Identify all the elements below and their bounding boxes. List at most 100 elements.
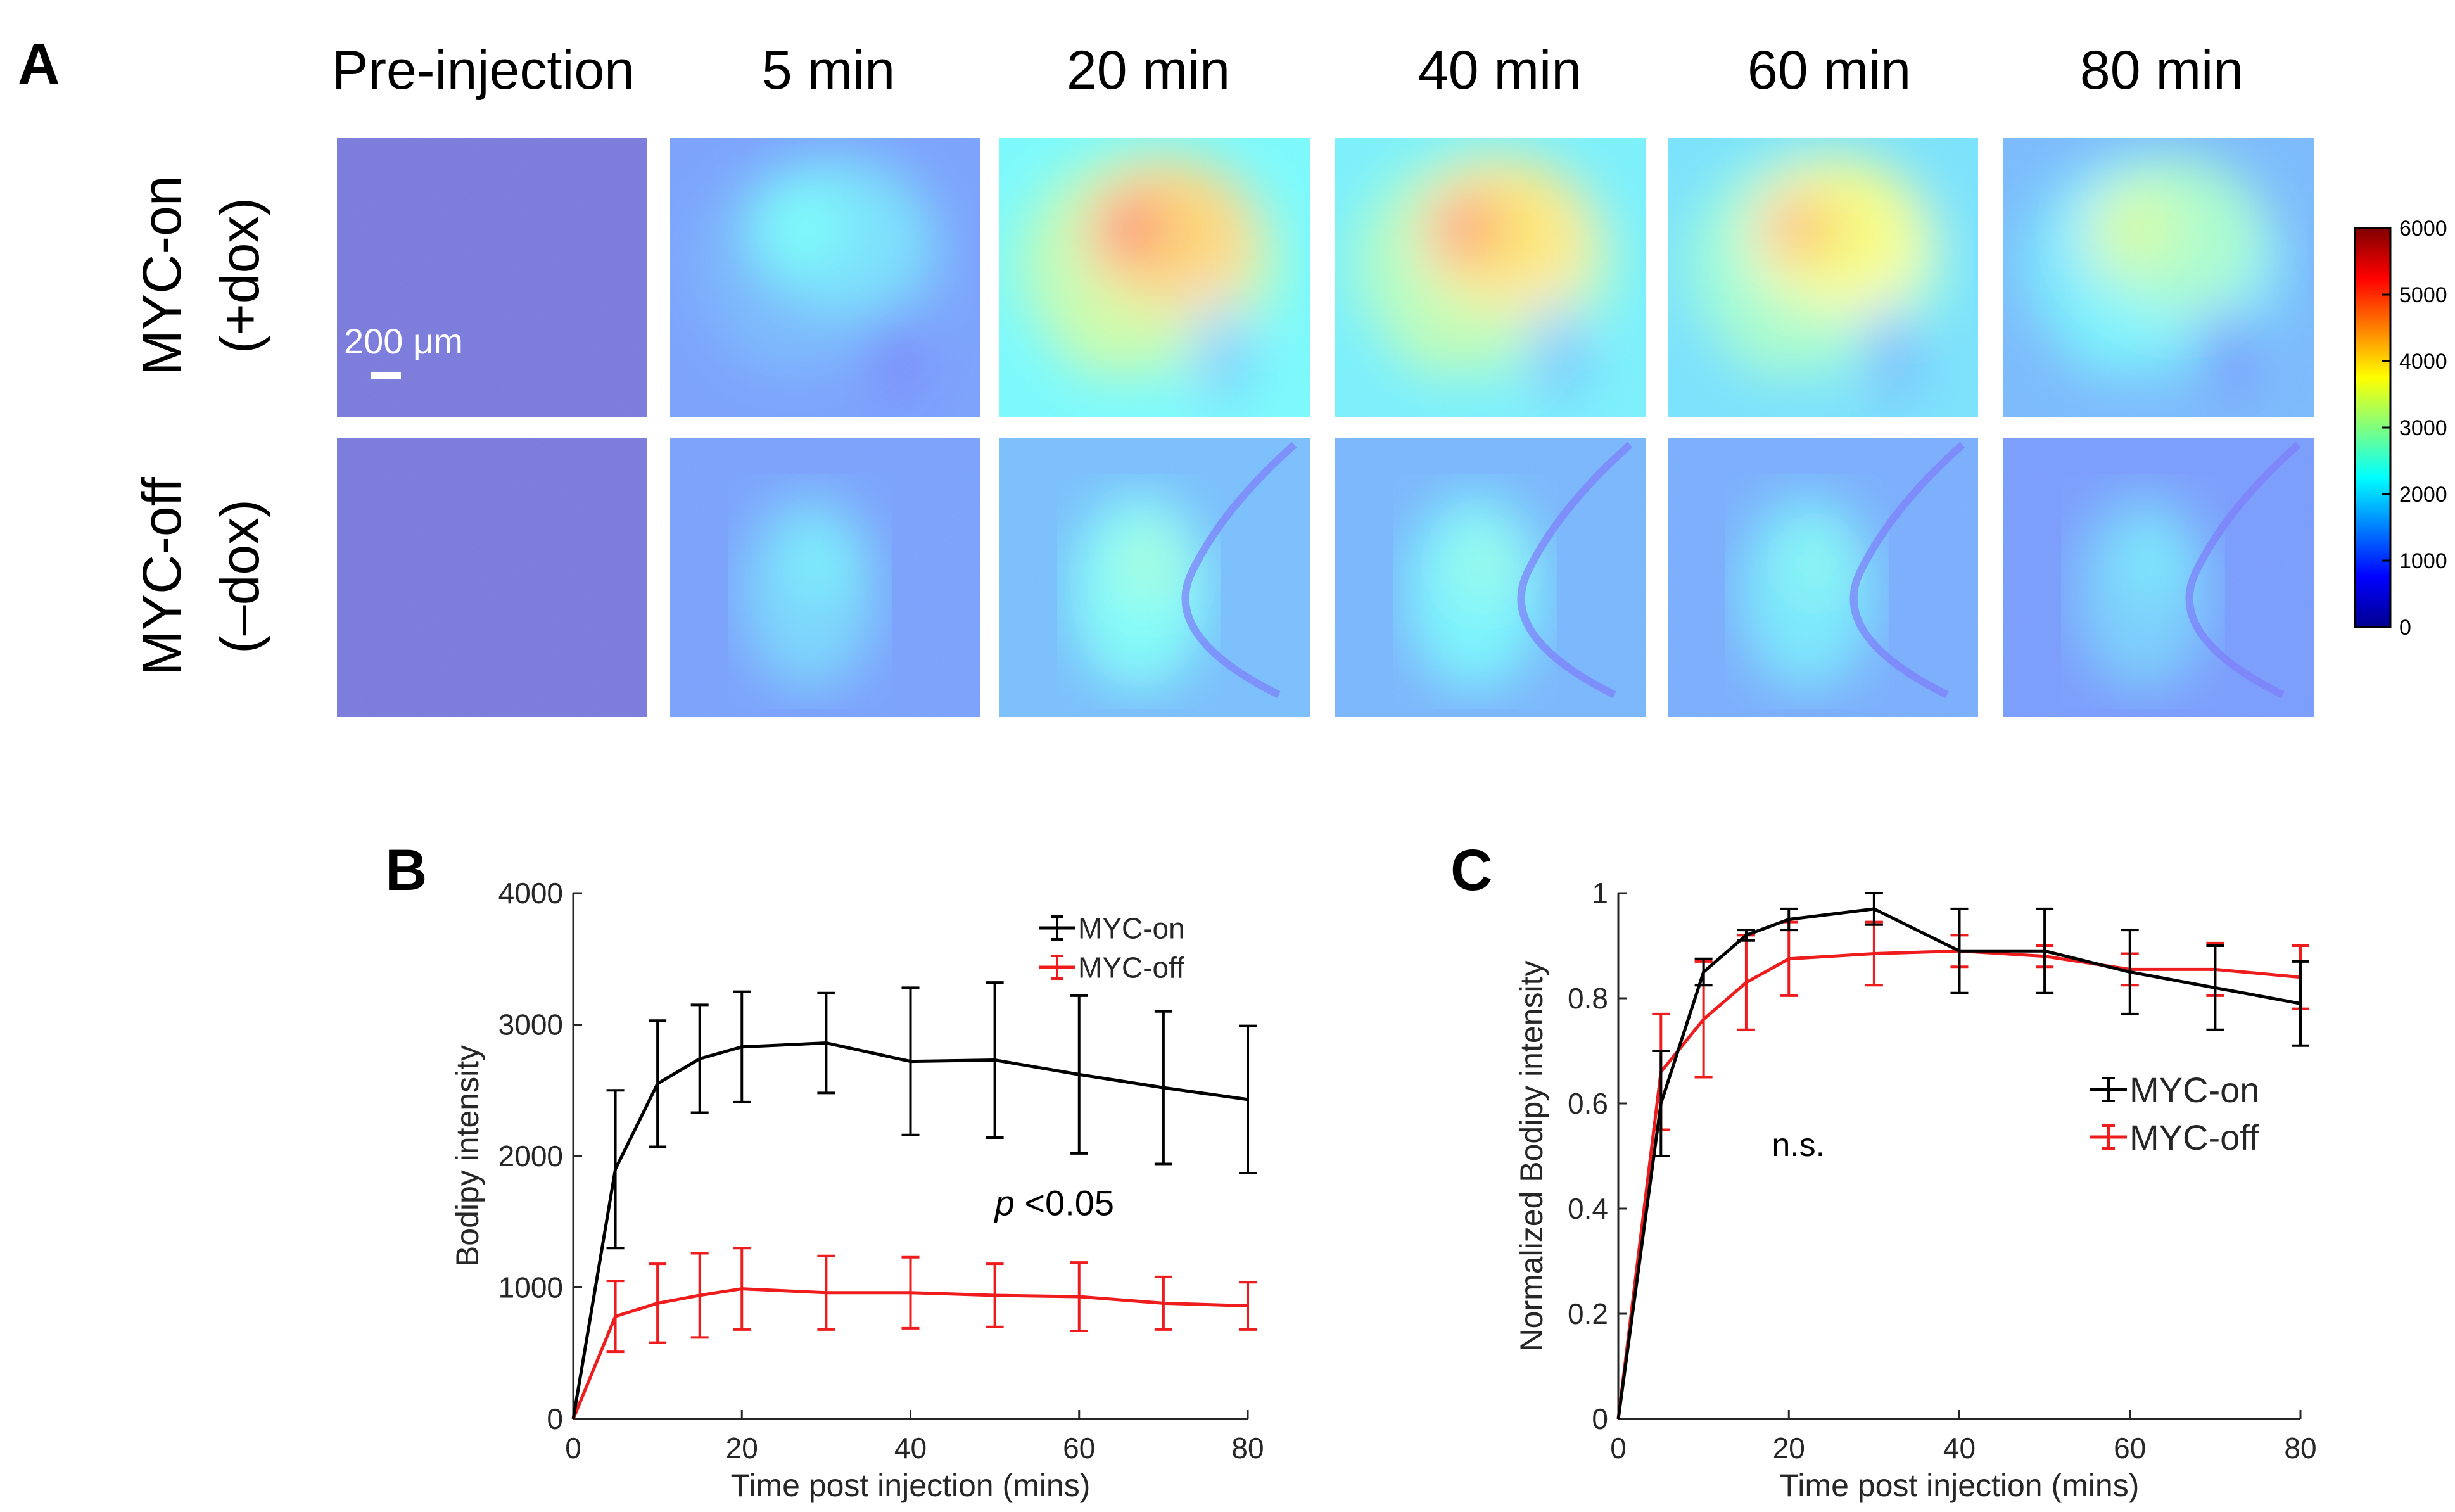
x-tick-label: 40 xyxy=(894,1432,927,1464)
image-tile-r1-c0 xyxy=(337,438,647,717)
image-tile-r0-c4 xyxy=(1668,138,1978,417)
error-bar xyxy=(1780,907,1798,932)
x-tick-label: 60 xyxy=(2114,1432,2146,1464)
image-tile-r0-c3 xyxy=(1335,138,1646,417)
panel-a-letter: A xyxy=(18,32,60,96)
panel-c-chart: C 0 20 40 60 80 0 0.2 0.4 0.6 0.8 1 Time post injec… xyxy=(1450,838,2317,1503)
error-bar xyxy=(1865,892,1883,926)
colorbar-tick-label: 0 xyxy=(2399,616,2411,640)
y-tick-label: 1000 xyxy=(498,1271,563,1304)
image-tile-r0-c0 xyxy=(337,138,647,417)
image-tile-r0-c5 xyxy=(2003,138,2314,417)
y-tick-label: 0.6 xyxy=(1568,1087,1608,1120)
error-bar xyxy=(1154,1010,1172,1166)
x-tick-label: 80 xyxy=(2284,1432,2316,1464)
error-bar xyxy=(606,1280,625,1354)
image-tile-noise xyxy=(1335,438,1646,717)
image-tile-noise xyxy=(999,438,1310,717)
x-axis-label: Time post injection (mins) xyxy=(731,1468,1091,1503)
image-tile-noise xyxy=(999,138,1310,417)
error-bar xyxy=(817,1254,835,1331)
significance-annotation: n.s. xyxy=(1772,1127,1825,1164)
legend: MYC-on MYC-off xyxy=(1039,912,1185,984)
image-tile-noise xyxy=(1668,138,1978,417)
image-tile-r1-c1 xyxy=(670,438,980,717)
error-bar xyxy=(690,1003,709,1114)
image-tile-r1-c4 xyxy=(1668,438,1978,717)
image-tile-noise xyxy=(2003,138,2314,417)
image-tile-noise xyxy=(670,138,980,417)
image-tile-noise xyxy=(2003,438,2314,717)
image-tile-r0-c1 xyxy=(670,138,980,417)
image-tile-r1-c2 xyxy=(999,438,1310,717)
y-tick-label: 0.4 xyxy=(1568,1192,1608,1225)
error-bar xyxy=(1070,994,1088,1155)
image-tile-r0-c2 xyxy=(999,138,1310,417)
error-bar xyxy=(1737,929,1755,942)
scale-bar-label: 200 μm xyxy=(344,321,463,361)
panel-c-letter: C xyxy=(1450,838,1492,903)
error-bar xyxy=(817,991,835,1095)
column-label-20-min: 20 min xyxy=(1067,40,1230,101)
x-tick-label: 0 xyxy=(565,1432,581,1464)
x-tick-label: 80 xyxy=(1231,1432,1264,1464)
legend-label: MYC-off xyxy=(1078,951,1184,984)
colorbar-ticks: 0 1000 2000 3000 4000 5000 6000 xyxy=(2382,217,2447,640)
error-bar xyxy=(986,1262,1004,1328)
column-label-40-min: 40 min xyxy=(1418,40,1582,101)
series-myc-on xyxy=(571,981,1257,1420)
image-tile-noise xyxy=(337,138,647,417)
row-label-myc-on-line2: (+dox) xyxy=(210,198,270,353)
x-tick-label: 20 xyxy=(726,1432,758,1464)
error-bar xyxy=(1950,907,1969,994)
x-axis-label: Time post injection (mins) xyxy=(1780,1468,2140,1503)
x-tick-label: 40 xyxy=(1943,1432,1976,1464)
error-bar xyxy=(1652,1050,1670,1157)
error-bar xyxy=(649,1262,667,1344)
error-bar xyxy=(2121,929,2139,1015)
column-label-5-min: 5 min xyxy=(762,40,895,101)
error-bar xyxy=(1070,1261,1088,1332)
legend-label: MYC-on xyxy=(1078,912,1185,945)
error-bar xyxy=(2036,907,2054,994)
image-tile-noise xyxy=(1335,138,1646,417)
y-tick-label: 4000 xyxy=(498,877,563,910)
y-tick-label: 0.8 xyxy=(1568,982,1608,1015)
colorbar-tick-label: 3000 xyxy=(2399,416,2447,440)
image-tile-r1-c3 xyxy=(1335,438,1646,717)
colorbar-tick-label: 4000 xyxy=(2399,350,2447,374)
row-label-myc-off-line1: MYC-off xyxy=(132,476,193,676)
y-axis-label: Bodipy intensity xyxy=(450,1045,485,1267)
series-myc-off xyxy=(1616,920,2309,1420)
colorbar: 0 1000 2000 3000 4000 5000 6000 xyxy=(2354,217,2447,640)
y-tick-label: 0 xyxy=(1592,1402,1608,1435)
colorbar-tick-label: 5000 xyxy=(2399,283,2447,307)
legend-label: MYC-on xyxy=(2129,1070,2259,1110)
series-myc-on xyxy=(1616,892,2309,1420)
colorbar-tick-label: 2000 xyxy=(2399,483,2447,507)
error-bar xyxy=(606,1089,625,1250)
error-bar xyxy=(1239,1024,1257,1174)
image-tile-r1-c5 xyxy=(2003,438,2314,717)
column-label-60-min: 60 min xyxy=(1748,40,1911,101)
x-tick-label: 20 xyxy=(1773,1432,1805,1464)
column-label-80-min: 80 min xyxy=(2080,40,2243,101)
panel-b-chart: B 0 20 40 60 80 0 1000 2000 3000 4000 Time post in… xyxy=(385,838,1264,1503)
row-label-myc-on-line1: MYC-on xyxy=(132,175,193,375)
error-bar xyxy=(1239,1281,1257,1331)
x-tick-label: 60 xyxy=(1063,1432,1095,1464)
y-tick-label: 2000 xyxy=(498,1140,563,1172)
scale-bar xyxy=(371,372,401,379)
error-bar xyxy=(649,1019,667,1148)
error-bar xyxy=(2292,960,2309,1047)
error-bar xyxy=(986,981,1004,1139)
error-bar xyxy=(733,1247,751,1331)
error-bar xyxy=(690,1252,709,1339)
panel-b-letter: B xyxy=(385,838,427,903)
error-bar xyxy=(1737,934,1755,1031)
image-tile-noise xyxy=(337,438,647,717)
error-bar xyxy=(2206,944,2224,1031)
image-tile-noise xyxy=(1668,438,1978,717)
series-line-myc-off xyxy=(1616,949,2301,1420)
heatmap-image-grid xyxy=(337,138,2314,717)
